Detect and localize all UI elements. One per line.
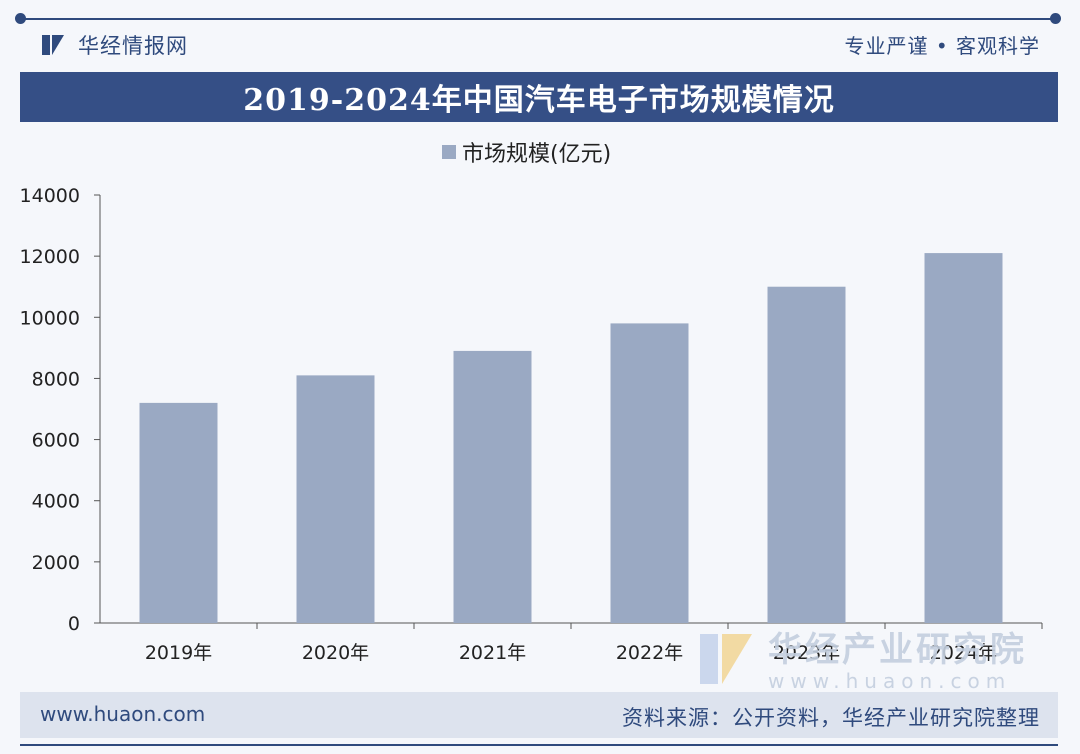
footer-url: www.huaon.com xyxy=(40,702,206,726)
x-tick-label: 2021年 xyxy=(459,642,526,664)
y-tick-label: 2000 xyxy=(32,552,80,574)
bar xyxy=(924,253,1003,623)
motto: 专业严谨 • 客观科学 xyxy=(844,34,1040,58)
watermark-text: 华经产业研究院 xyxy=(768,630,1027,670)
top-rule-dot-right xyxy=(1050,13,1061,24)
brand: 华经情报网 xyxy=(42,30,188,60)
watermark: 华经产业研究院 www.huaon.com xyxy=(700,622,1027,693)
bar xyxy=(767,286,846,623)
chart-title: 2019-2024年中国汽车电子市场规模情况 xyxy=(243,83,835,118)
bar xyxy=(296,375,375,623)
footer-bar: www.huaon.com 资料来源：公开资料，华经产业研究院整理 xyxy=(20,692,1058,738)
x-tick-label: 2020年 xyxy=(302,642,369,664)
legend-swatch xyxy=(442,145,456,159)
bar xyxy=(453,350,532,623)
watermark-logo-icon xyxy=(700,628,760,688)
legend-label: 市场规模(亿元) xyxy=(462,142,611,167)
y-tick-label: 6000 xyxy=(32,430,80,452)
x-tick-label: 2019年 xyxy=(145,642,212,664)
watermark-url: www.huaon.com xyxy=(768,669,1012,693)
y-tick-label: 14000 xyxy=(20,185,80,207)
footer-source: 资料来源：公开资料，华经产业研究院整理 xyxy=(622,706,1040,730)
top-rule xyxy=(20,18,1058,20)
y-tick-label: 12000 xyxy=(20,246,80,268)
y-tick-label: 4000 xyxy=(32,491,80,513)
bar xyxy=(610,323,689,623)
brand-logo-icon xyxy=(42,34,68,56)
brand-name: 华经情报网 xyxy=(78,34,188,58)
y-tick-label: 8000 xyxy=(32,368,80,390)
bottom-rule xyxy=(20,744,1058,746)
x-tick-label: 2024年 xyxy=(930,642,997,664)
y-tick-label: 10000 xyxy=(20,307,80,329)
bar-chart: 0 2000 4000 6000 8000 10000 12000 14000 2019年 202… xyxy=(20,142,1043,664)
y-tick-label: 0 xyxy=(68,613,80,635)
x-tick-label: 2023年 xyxy=(773,642,840,664)
bar xyxy=(139,402,218,623)
top-rule-dot-left xyxy=(15,13,26,24)
title-band: 2019-2024年中国汽车电子市场规模情况 xyxy=(20,72,1058,122)
x-tick-label: 2022年 xyxy=(616,642,683,664)
